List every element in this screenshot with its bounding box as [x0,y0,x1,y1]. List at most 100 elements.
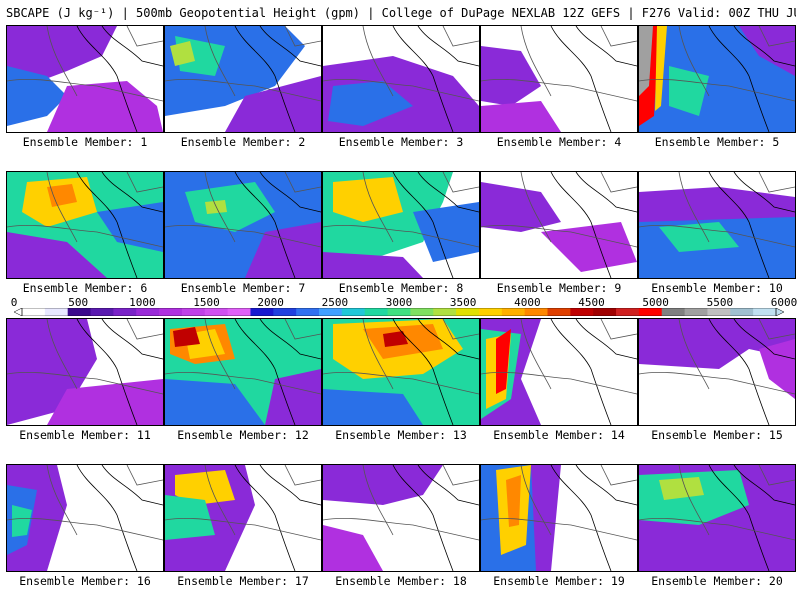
map-boundary-line [76,319,138,425]
map-boundary-line [733,172,795,213]
cape-region [323,525,383,571]
colorbar-swatch [113,308,137,316]
map-boundary-line [362,26,394,97]
ensemble-map [480,318,638,426]
map-boundary-line [550,319,612,425]
ensemble-member-label: Ensemble Member: 5 [654,135,780,149]
ensemble-map [164,318,322,426]
map-boundary-line [284,26,321,47]
cape-region [481,182,561,232]
map-boundary-line [392,465,454,571]
colorbar-swatch [67,308,92,316]
map-boundary-line [481,518,637,541]
ensemble-member-label: Ensemble Member: 20 [651,574,783,588]
map-boundary-line [758,319,795,340]
map-boundary-line [323,79,479,102]
cape-region [669,66,709,116]
cape-region [175,470,235,505]
cape-region [165,379,265,425]
colorbar-swatch [456,308,480,316]
ensemble-member-label: Ensemble Member: 13 [335,428,467,442]
colorbar-tick-label: 0 [10,296,18,309]
map-boundary-line [101,319,163,360]
map-boundary-line [417,319,479,360]
colorbar-tick-label: 1500 [193,296,220,309]
cape-region [165,495,215,540]
colorbar-tick-label: 1000 [129,296,156,309]
colorbar-swatch [44,308,69,316]
cape-region [496,329,511,394]
colorbar-swatch [707,308,731,316]
cape-field [7,26,163,132]
map-boundary-line [234,319,296,425]
colorbar-swatch [570,308,594,316]
ensemble-map [322,464,480,572]
ensemble-map [480,171,638,279]
cape-region [323,389,423,425]
map-boundary-line [392,319,454,425]
ensemble-map [6,318,164,426]
map-boundary-line [417,172,479,213]
map-boundary-line [550,465,612,571]
map-boundary-line [600,465,637,486]
ensemble-member-label: Ensemble Member: 3 [338,135,464,149]
colorbar-swatch [341,308,366,316]
map-boundary-line [46,172,78,243]
colorbar-swatch [524,308,549,316]
cape-field [323,319,479,425]
cape-region [7,232,107,278]
colorbar-swatch [616,308,640,316]
map-boundary-line [639,372,795,395]
ensemble-member-label: Ensemble Member: 17 [177,574,309,588]
map-boundary-line [323,372,479,395]
ensemble-member-label: Ensemble Member: 4 [496,135,622,149]
map-boundary-line [575,465,637,506]
map-boundary-line [392,172,454,278]
colorbar-swatch [433,308,457,316]
map-boundary-line [7,79,163,102]
map-boundary-line [575,172,637,213]
map-boundary-line [733,26,795,67]
cape-field [639,465,795,571]
cape-field [7,172,163,278]
ensemble-map [322,171,480,279]
map-boundary-line [678,172,710,243]
colorbar-swatch [273,308,297,316]
map-boundary-line [392,26,454,132]
ensemble-member-label: Ensemble Member: 18 [335,574,467,588]
map-boundary-line [520,172,552,243]
cape-region [639,187,795,222]
ensemble-map [164,25,322,133]
cape-field [639,26,795,132]
ensemble-map [480,25,638,133]
colorbar-swatch [364,308,389,316]
cape-region [639,26,653,96]
map-boundary-line [550,26,612,132]
ensemble-map [6,25,164,133]
map-boundary-line [708,319,770,425]
map-boundary-line [639,79,795,102]
cape-field [165,26,321,132]
ensemble-member-label: Ensemble Member: 9 [496,281,622,295]
colorbar-swatch [410,308,434,316]
map-boundary-line [204,465,236,536]
map-boundary-line [708,172,770,278]
map-boundary-line [442,172,479,193]
ensemble-member-label: Ensemble Member: 15 [651,428,783,442]
map-boundary-line [481,79,637,102]
ensemble-member-label: Ensemble Member: 8 [338,281,464,295]
map-boundary-line [733,319,795,360]
map-boundary-line [575,26,637,67]
map-boundary-line [758,465,795,486]
map-boundary-line [7,225,163,248]
map-boundary-line [520,319,552,390]
map-boundary-line [76,26,138,132]
colorbar-swatch [181,308,206,316]
colorbar-scale [14,308,784,316]
map-boundary-line [284,465,321,486]
map-boundary-line [708,465,770,571]
cape-field [165,319,321,425]
colorbar-tick-label: 3000 [385,296,413,309]
map-boundary-line [733,465,795,506]
